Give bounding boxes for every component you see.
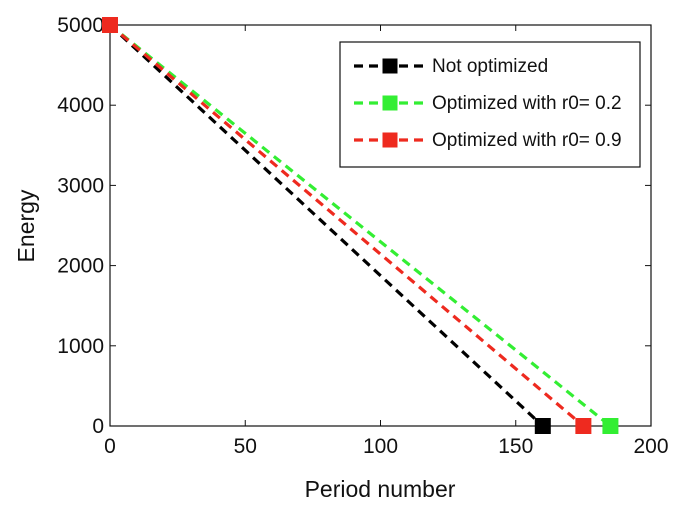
legend-marker	[382, 95, 398, 111]
series-layer	[102, 17, 619, 434]
legend-label: Not optimized	[432, 56, 548, 77]
legend-item: Optimized with r0= 0.2	[354, 93, 622, 114]
y-tick-label: 5000	[57, 14, 104, 37]
legend-label: Optimized with r0= 0.9	[432, 130, 622, 151]
series-line	[108, 23, 585, 428]
data-point	[602, 418, 619, 434]
data-point	[102, 17, 118, 33]
y-tick-label: 3000	[57, 174, 104, 197]
y-tick-label: 1000	[57, 335, 104, 358]
data-point	[534, 418, 551, 434]
x-tick-label: 200	[633, 435, 668, 458]
series-line	[108, 23, 544, 428]
x-tick-label: 0	[104, 435, 116, 458]
data-point	[575, 418, 592, 434]
legend-item: Not optimized	[354, 56, 548, 77]
x-axis-label: Period number	[305, 476, 456, 502]
series-line	[108, 23, 612, 428]
legend-marker	[382, 132, 398, 148]
x-tick-label: 100	[363, 435, 398, 458]
y-tick-label: 0	[92, 415, 104, 438]
legend-label: Optimized with r0= 0.2	[432, 93, 622, 114]
y-axis-label: Energy	[13, 189, 39, 262]
y-tick-label: 2000	[57, 255, 104, 278]
y-tick-label: 4000	[57, 94, 104, 117]
legend-marker	[382, 58, 398, 74]
x-tick-label: 50	[234, 435, 257, 458]
x-tick-label: 150	[498, 435, 533, 458]
legend-item: Optimized with r0= 0.9	[354, 130, 622, 151]
legend: Not optimized Optimized with r0= 0.2 Optim…	[339, 41, 641, 168]
